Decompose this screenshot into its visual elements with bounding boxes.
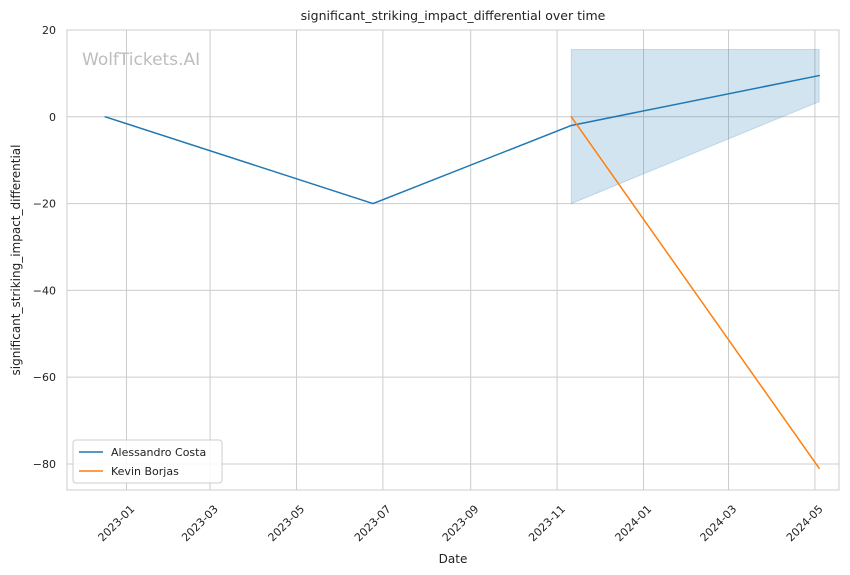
- plot-background: [67, 30, 839, 490]
- grid-x: [125, 30, 816, 490]
- y-tick-label: −20: [33, 198, 56, 211]
- y-tick-label: −60: [33, 371, 56, 384]
- chart-title: significant_striking_impact_differential…: [301, 8, 606, 23]
- series-line-kevin-borjas: [570, 116, 820, 470]
- x-tick-label: 2023-01: [96, 503, 138, 545]
- x-axis-title: Date: [439, 552, 468, 566]
- x-tick-labels: 2023-01 2023-03 2023-05 2023-07 2023-09 2023-…: [96, 503, 826, 545]
- legend-label-alessandro-costa: Alessandro Costa: [111, 446, 206, 459]
- legend-label-kevin-borjas: Kevin Borjas: [111, 465, 179, 478]
- x-tick-label: 2023-05: [266, 503, 308, 545]
- y-tick-label: 0: [49, 111, 56, 124]
- y-axis-title: significant_striking_impact_differential: [9, 145, 23, 376]
- x-tick-label: 2024-01: [613, 503, 655, 545]
- watermark: WolfTickets.AI: [82, 50, 200, 70]
- x-tick-label: 2024-05: [784, 503, 826, 545]
- x-tick-label: 2023-09: [440, 503, 482, 545]
- legend: Alessandro Costa Kevin Borjas: [72, 439, 223, 484]
- x-tick-label: 2023-11: [526, 503, 568, 545]
- y-tick-label: 20: [42, 24, 56, 37]
- x-tick-label: 2024-03: [698, 503, 740, 545]
- y-tick-labels: 20 0 −20 −40 −60 −80: [33, 24, 56, 471]
- y-tick-label: −80: [33, 458, 56, 471]
- y-tick-label: −40: [33, 284, 56, 297]
- x-tick-label: 2023-03: [179, 503, 221, 545]
- plot-frame: [66, 29, 840, 491]
- x-tick-label: 2023-07: [352, 503, 394, 545]
- series-line-alessandro-costa: [104, 74, 820, 205]
- series-lines: [104, 74, 820, 470]
- legend-box: [72, 439, 223, 484]
